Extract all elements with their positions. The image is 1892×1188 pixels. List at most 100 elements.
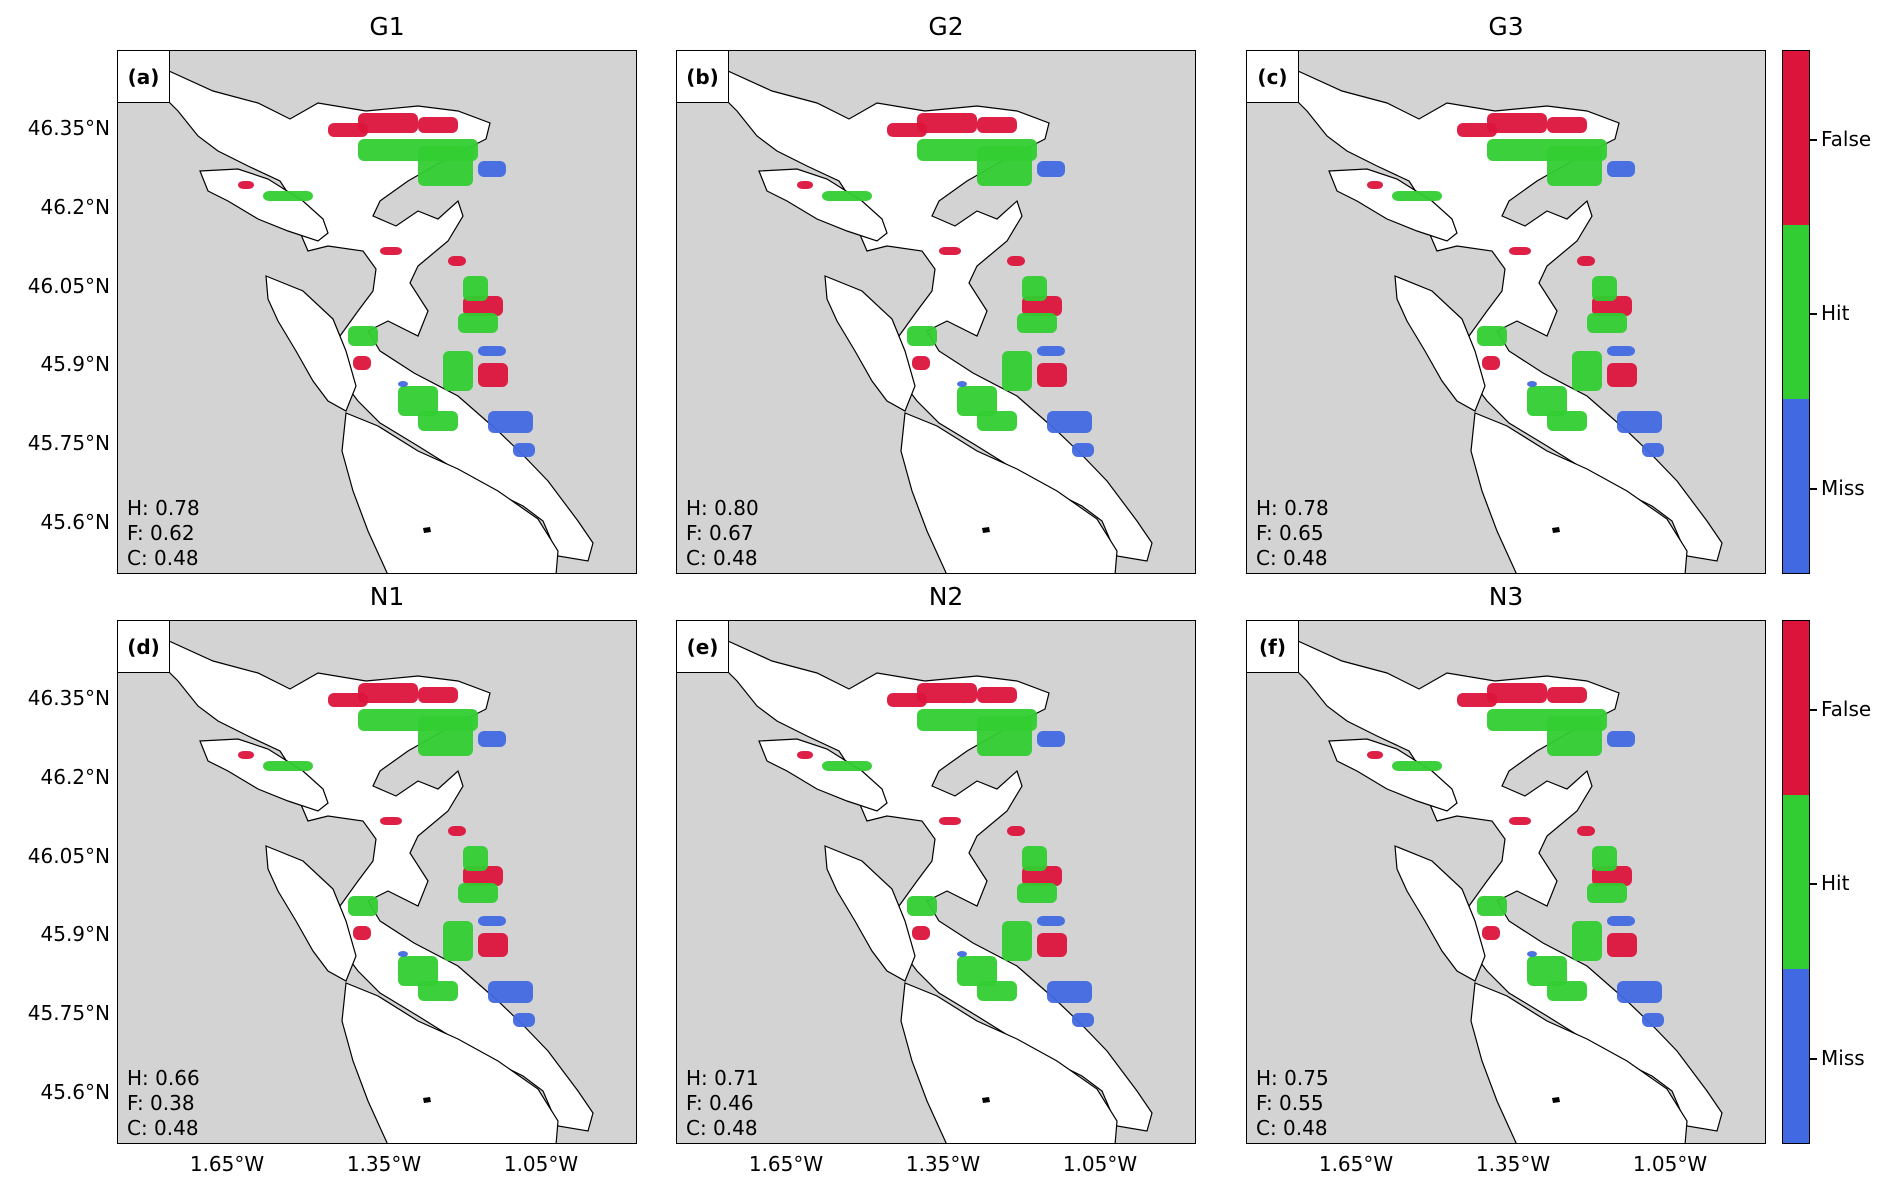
flood-class-patch bbox=[418, 716, 473, 756]
southern-coast-shape bbox=[1470, 982, 1688, 1143]
flood-class-patch bbox=[1592, 276, 1617, 301]
lon-tick: 1.05°W bbox=[1632, 1152, 1708, 1176]
flood-class-patch bbox=[1527, 951, 1537, 957]
panel-title-n3: N3 bbox=[1488, 582, 1524, 611]
colorbar-tick bbox=[1810, 709, 1817, 711]
flood-class-patch bbox=[463, 276, 488, 301]
flood-class-patch bbox=[1392, 191, 1442, 201]
colorbar-hit-segment bbox=[1783, 794, 1809, 969]
flood-class-patch bbox=[458, 313, 498, 333]
lat-tick: 46.2°N bbox=[40, 765, 111, 789]
southern-coast-shape bbox=[341, 412, 559, 573]
colorbar-hit-segment bbox=[1783, 224, 1809, 399]
flood-class-patch bbox=[907, 896, 937, 916]
false-alarm: F: 0.65 bbox=[1256, 521, 1324, 545]
flood-class-patch bbox=[1509, 817, 1531, 825]
score-stats: H: 0.66 F: 0.38 C: 0.48 bbox=[127, 1066, 200, 1141]
panel-letter: (a) bbox=[118, 51, 170, 103]
flood-class-patch bbox=[1617, 981, 1662, 1003]
score-stats: H: 0.80 F: 0.67 C: 0.48 bbox=[686, 496, 759, 571]
flood-class-patch bbox=[1037, 916, 1065, 926]
lon-tick: 1.65°W bbox=[189, 1152, 265, 1176]
flood-class-patch bbox=[418, 411, 458, 431]
colorbar-miss-segment bbox=[1783, 399, 1809, 573]
flood-class-patch bbox=[1002, 351, 1032, 391]
island-re-shape bbox=[199, 168, 329, 242]
flood-class-patch bbox=[1572, 921, 1602, 961]
flood-class-patch bbox=[822, 191, 872, 201]
panel-title-g3: G3 bbox=[1488, 12, 1524, 41]
flood-class-patch bbox=[1607, 346, 1635, 356]
colorbar-label-false: False bbox=[1821, 127, 1872, 151]
flood-class-patch bbox=[1642, 1013, 1664, 1027]
colorbar-tick bbox=[1810, 488, 1817, 490]
lon-tick: 1.05°W bbox=[1062, 1152, 1138, 1176]
flood-class-patch bbox=[398, 956, 438, 986]
lon-tick: 1.65°W bbox=[748, 1152, 824, 1176]
island-oleron-shape bbox=[824, 845, 916, 982]
critical-success: C: 0.48 bbox=[1256, 546, 1328, 570]
flood-class-patch bbox=[358, 683, 418, 703]
lon-tick: 1.05°W bbox=[503, 1152, 579, 1176]
colorbar-top bbox=[1782, 50, 1810, 574]
flood-class-patch bbox=[1482, 926, 1500, 940]
flood-class-patch bbox=[1487, 113, 1547, 133]
flood-class-patch bbox=[1547, 981, 1587, 1001]
score-stats: H: 0.75 F: 0.55 C: 0.48 bbox=[1256, 1066, 1329, 1141]
flood-class-patch bbox=[797, 751, 813, 759]
colorbar-tick bbox=[1810, 1058, 1817, 1060]
flood-class-patch bbox=[1607, 933, 1637, 957]
score-stats: H: 0.71 F: 0.46 C: 0.48 bbox=[686, 1066, 759, 1141]
flood-class-patch bbox=[939, 817, 961, 825]
false-alarm: F: 0.62 bbox=[127, 521, 195, 545]
flood-class-patch bbox=[398, 386, 438, 416]
flood-class-patch bbox=[448, 256, 466, 266]
flood-class-patch bbox=[1547, 146, 1602, 186]
map-graphic bbox=[716, 65, 1153, 573]
map-panel-g3: (c) H: 0.78 F: 0.65 C: 0.48 bbox=[1246, 50, 1766, 574]
lon-tick: 1.35°W bbox=[346, 1152, 422, 1176]
lon-tick: 1.35°W bbox=[905, 1152, 981, 1176]
flood-class-patch bbox=[1527, 381, 1537, 387]
flood-class-patch bbox=[912, 356, 930, 370]
flood-class-patch bbox=[1572, 351, 1602, 391]
flood-class-patch bbox=[797, 181, 813, 189]
flood-class-patch bbox=[1007, 826, 1025, 836]
panel-letter: (c) bbox=[1247, 51, 1299, 103]
map-panel-n3: (f) H: 0.75 F: 0.55 C: 0.48 bbox=[1246, 620, 1766, 1144]
island-re-shape bbox=[1328, 168, 1458, 242]
flood-class-patch bbox=[977, 687, 1017, 703]
flood-class-patch bbox=[907, 326, 937, 346]
flood-class-patch bbox=[977, 146, 1032, 186]
islet-shape bbox=[982, 527, 990, 533]
flood-class-patch bbox=[1022, 846, 1047, 871]
flood-class-patch bbox=[1509, 247, 1531, 255]
flood-class-patch bbox=[1037, 363, 1067, 387]
panel-letter: (b) bbox=[677, 51, 729, 103]
flood-class-patch bbox=[1617, 411, 1662, 433]
map-panel-n1: (d) H: 0.66 F: 0.38 C: 0.48 bbox=[117, 620, 637, 1144]
flood-class-patch bbox=[478, 731, 506, 747]
flood-class-patch bbox=[398, 951, 408, 957]
flood-class-patch bbox=[443, 921, 473, 961]
island-oleron-shape bbox=[265, 845, 357, 982]
flood-class-patch bbox=[1527, 386, 1567, 416]
flood-class-patch bbox=[1547, 411, 1587, 431]
flood-class-patch bbox=[458, 883, 498, 903]
colorbar-tick bbox=[1810, 883, 1817, 885]
panel-title-g2: G2 bbox=[928, 12, 964, 41]
flood-class-patch bbox=[1547, 687, 1587, 703]
hit-rate: H: 0.75 bbox=[1256, 1066, 1329, 1090]
flood-class-patch bbox=[977, 716, 1032, 756]
flood-class-patch bbox=[1037, 346, 1065, 356]
flood-class-patch bbox=[513, 1013, 535, 1027]
map-graphic bbox=[716, 635, 1153, 1143]
flood-class-patch bbox=[348, 896, 378, 916]
flood-class-patch bbox=[353, 926, 371, 940]
flood-class-patch bbox=[238, 751, 254, 759]
colorbar-tick bbox=[1810, 139, 1817, 141]
lat-tick: 45.75°N bbox=[27, 431, 110, 455]
lat-tick: 45.9°N bbox=[40, 352, 111, 376]
colorbar-label-hit: Hit bbox=[1821, 301, 1850, 325]
hit-rate: H: 0.80 bbox=[686, 496, 759, 520]
